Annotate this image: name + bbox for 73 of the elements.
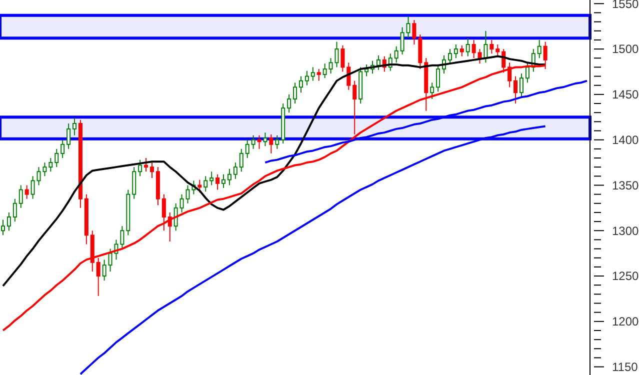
candlestick: [472, 39, 476, 59]
candlestick: [257, 134, 262, 150]
candlestick: [394, 46, 398, 64]
candlestick: [304, 70, 309, 86]
line-series: [264, 80, 588, 164]
candlestick: [406, 16, 410, 39]
candlestick: [198, 179, 202, 193]
candlestick: [322, 63, 327, 79]
y-tick-label: 1150: [612, 360, 638, 374]
candlestick: [18, 184, 23, 208]
y-tick-label: 1350: [612, 178, 639, 192]
candlestick: [412, 19, 416, 45]
y-tick-label: 1400: [612, 133, 639, 148]
candlestick: [400, 26, 404, 55]
candlestick: [227, 168, 232, 186]
candlestick: [514, 76, 518, 104]
line-series: [79, 125, 546, 375]
candlestick: [346, 62, 351, 90]
candlestick: [287, 94, 292, 114]
candlestick: [454, 44, 458, 59]
candlestick: [120, 226, 124, 250]
candlestick: [525, 62, 530, 84]
candlestick: [30, 176, 35, 200]
candlestick: [478, 48, 482, 64]
candlestick: [162, 194, 166, 232]
candlestick: [310, 66, 315, 82]
candlestick: [144, 157, 148, 172]
candlestick: [204, 176, 208, 192]
candlestick: [316, 68, 321, 82]
y-tick-label: 1200: [612, 314, 639, 329]
candlestick: [24, 184, 29, 200]
candlestick: [340, 44, 345, 72]
candlestick: [293, 82, 298, 104]
candlestick: [66, 122, 71, 150]
candlestick: [233, 162, 238, 180]
candlestick: [275, 134, 280, 150]
candlestick: [298, 76, 303, 94]
candlestick: [490, 39, 494, 54]
candlestick: [496, 44, 500, 57]
candlestick: [6, 212, 11, 232]
candlestick: [239, 148, 244, 172]
candlestick: [245, 139, 250, 158]
y-tick-label: 1500: [612, 42, 639, 56]
candlestick: [138, 159, 142, 177]
y-tick-label: 1300: [612, 224, 639, 238]
candlestick: [430, 82, 434, 100]
candlestick: [48, 157, 53, 172]
candlestick: [448, 48, 452, 65]
candlestick: [466, 38, 470, 57]
candlestick: [352, 80, 357, 135]
candlestick: [251, 134, 256, 150]
candlestick: [216, 174, 220, 190]
candlestick: [222, 174, 226, 188]
candlestick: [269, 134, 274, 154]
y-tick-label: 1450: [612, 88, 639, 102]
candlestick: [96, 257, 100, 297]
candlestick: [102, 259, 106, 282]
candlestick: [537, 39, 542, 59]
y-tick-label: 1250: [612, 269, 639, 284]
candlestick: [54, 148, 59, 168]
candlestick: [376, 54, 380, 70]
candlestick: [519, 73, 524, 98]
candlestick: [263, 132, 268, 147]
candlestick: [12, 198, 17, 222]
candlestick: [210, 171, 214, 186]
candlestick: [436, 64, 440, 92]
candlestick: [460, 44, 464, 57]
candlestick: [150, 162, 154, 178]
candlestick: [1, 219, 5, 236]
candlestick: [72, 118, 77, 136]
candlestick: [132, 166, 136, 200]
candlestick: [484, 30, 488, 64]
candlestick: [60, 139, 65, 158]
